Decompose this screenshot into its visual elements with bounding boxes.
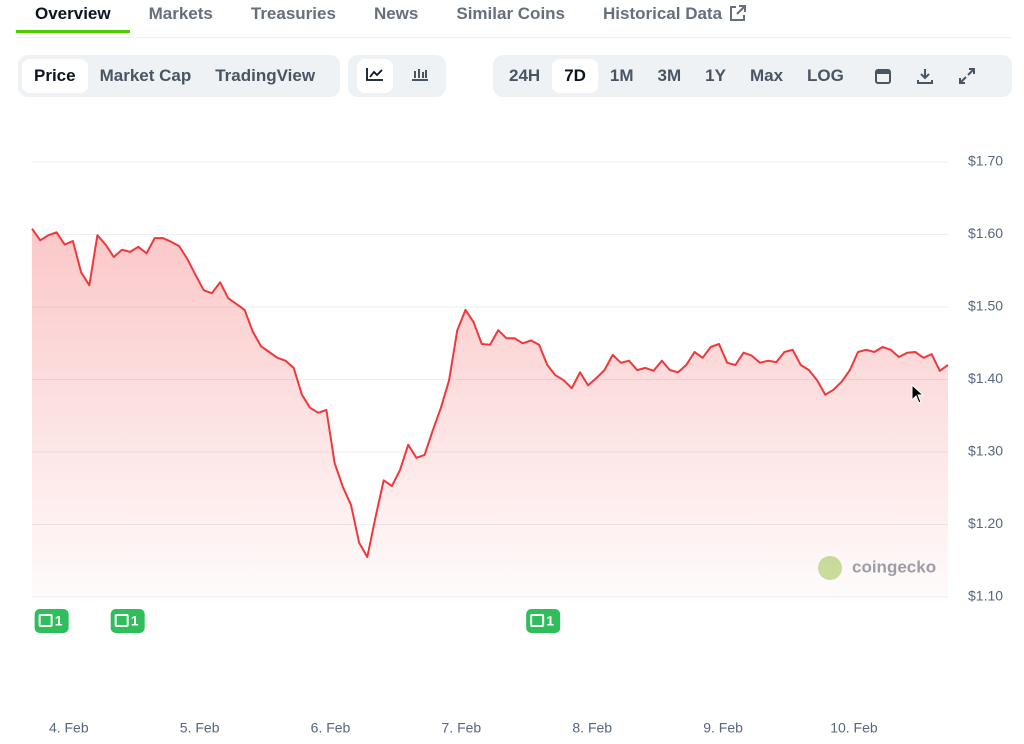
tab[interactable]: Markets <box>148 4 213 23</box>
range-button[interactable]: Max <box>749 66 784 85</box>
mode-button[interactable]: TradingView <box>215 66 316 85</box>
mode-button[interactable]: Market Cap <box>99 66 192 85</box>
x-tick-label: 6. Feb <box>311 720 351 736</box>
line-chart-button[interactable] <box>356 59 393 93</box>
badge-count: 1 <box>131 613 139 629</box>
line-icon <box>365 68 383 81</box>
range-group: 24H 7D 1M 3M 1Y Max LOG <box>493 55 1012 97</box>
news-badge[interactable]: 1 <box>110 609 145 633</box>
x-tick-label: 9. Feb <box>703 720 743 736</box>
tab-label: Historical Data <box>603 4 723 23</box>
badge-icon <box>530 614 545 627</box>
external-link-icon <box>730 5 747 21</box>
range-button[interactable]: 3M <box>657 66 682 85</box>
range-button[interactable]: 7D <box>552 59 598 93</box>
x-tick-label: 4. Feb <box>49 720 89 736</box>
range-button[interactable]: 1M <box>609 66 634 85</box>
calendar-icon[interactable] <box>874 67 892 85</box>
mode-group: Price Market Cap TradingView <box>18 55 340 97</box>
x-tick-label: 5. Feb <box>180 720 220 736</box>
y-tick-label: $1.20 <box>968 515 1003 531</box>
expand-icon[interactable] <box>958 67 976 85</box>
badge-count: 1 <box>546 613 554 629</box>
chart-style-group <box>348 55 446 97</box>
y-tick-label: $1.10 <box>968 588 1003 604</box>
price-line <box>31 228 949 559</box>
badge-count: 1 <box>55 613 63 629</box>
y-tick-label: $1.60 <box>968 225 1003 241</box>
range-button[interactable]: 24H <box>509 66 541 85</box>
tab[interactable]: Overview <box>16 0 130 33</box>
download-icon[interactable] <box>916 67 934 85</box>
range-button[interactable]: LOG <box>807 66 844 85</box>
area-fill <box>32 228 948 597</box>
tab[interactable]: Similar Coins <box>456 4 565 23</box>
tab[interactable]: Treasuries <box>250 4 336 23</box>
x-tick-label: 7. Feb <box>442 720 482 736</box>
tab[interactable]: Historical Data <box>584 0 765 33</box>
news-badge[interactable]: 1 <box>526 609 561 633</box>
range-button[interactable]: 1Y <box>705 66 726 85</box>
candle-chart-button[interactable] <box>402 59 438 93</box>
tab-bar: Overview Markets Treasuries News Similar Coi… <box>16 0 1012 38</box>
news-badge[interactable]: 1 <box>34 609 69 633</box>
tool-icons <box>874 67 976 85</box>
mode-button[interactable]: Price <box>22 59 88 93</box>
y-tick-label: $1.40 <box>968 370 1003 386</box>
y-tick-label: $1.70 <box>968 153 1003 169</box>
badge-icon <box>38 614 53 627</box>
y-tick-label: $1.30 <box>968 443 1003 459</box>
tab[interactable]: News <box>373 4 419 23</box>
y-tick-label: $1.50 <box>968 298 1003 314</box>
cursor <box>911 384 925 404</box>
x-tick-label: 10. Feb <box>830 720 878 736</box>
candle-icon <box>411 69 428 81</box>
x-tick-label: 8. Feb <box>572 720 612 736</box>
badge-icon <box>114 614 129 627</box>
